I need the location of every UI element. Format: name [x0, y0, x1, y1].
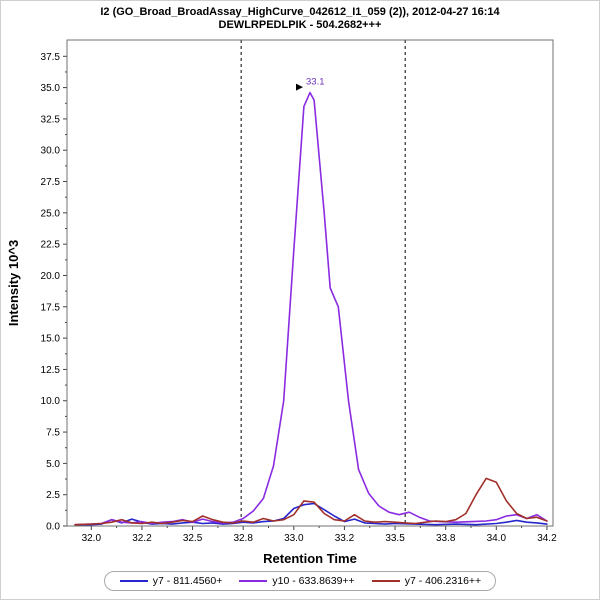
legend-item-y7-811[interactable]: y7 - 811.4560+	[119, 575, 223, 587]
legend: y7 - 811.4560+ y10 - 633.8639++ y7 - 406…	[103, 571, 497, 591]
peak-rt-annotation: 33.1	[306, 77, 325, 88]
x-tick-label: 34.0	[487, 533, 507, 544]
y-tick-label: 20.0	[41, 271, 61, 282]
chart-title-line1: I2 (GO_Broad_BroadAssay_HighCurve_042612…	[100, 6, 500, 18]
x-tick-label: 32.0	[82, 533, 102, 544]
legend-item-y7-406[interactable]: y7 - 406.2316++	[371, 575, 481, 587]
chromatogram-plot[interactable]: Intensity 10^3 Retention Time 32.0 32.2 32…	[1, 32, 600, 570]
legend-label: y7 - 406.2316++	[404, 575, 482, 587]
x-tick-label: 32.8	[233, 533, 253, 544]
y-tick-label: 17.5	[41, 302, 61, 313]
legend-label: y7 - 811.4560+	[152, 575, 223, 587]
x-axis-title: Retention Time	[263, 551, 357, 566]
legend-swatch-line	[239, 580, 268, 582]
y-tick-label: 35.0	[41, 83, 61, 94]
plot-area[interactable]	[67, 40, 553, 526]
legend-item-y10-633[interactable]: y10 - 633.8639++	[238, 575, 355, 587]
chart-title-line2: DEWLRPEDLPIK - 504.2682+++	[218, 19, 382, 31]
y-tick-label: 25.0	[41, 208, 61, 219]
y-tick-label: 32.5	[41, 114, 61, 125]
y-tick-label: 22.5	[41, 240, 61, 251]
y-tick-label: 7.5	[46, 428, 60, 439]
x-tick-label: 33.2	[335, 533, 355, 544]
y-tick-label: 30.0	[41, 146, 61, 157]
y-axis-title: Intensity 10^3	[6, 240, 21, 326]
plot-frame	[66, 39, 554, 527]
y-tick-label: 10.0	[41, 396, 61, 407]
x-tick-label: 33.5	[385, 533, 405, 544]
y-tick-label: 15.0	[41, 334, 61, 345]
y-tick-label: 5.0	[46, 459, 60, 470]
legend-swatch-line	[119, 580, 148, 582]
x-tick-label: 34.2	[537, 533, 557, 544]
y-tick-label: 12.5	[41, 365, 61, 376]
legend-label: y10 - 633.8639++	[272, 575, 355, 587]
x-tick-label: 32.5	[183, 533, 203, 544]
x-tick-label: 33.0	[284, 533, 304, 544]
peak-pointer-icon	[296, 83, 303, 91]
y-tick-label: 27.5	[41, 177, 61, 188]
y-tick-label: 37.5	[41, 52, 61, 63]
y-tick-label: 0.0	[46, 522, 60, 533]
y-tick-label: 2.5	[46, 490, 60, 501]
legend-swatch-line	[371, 580, 400, 582]
x-tick-label: 33.8	[436, 533, 456, 544]
x-tick-label: 32.2	[132, 533, 152, 544]
series-line-y7-406[interactable]	[74, 477, 548, 526]
